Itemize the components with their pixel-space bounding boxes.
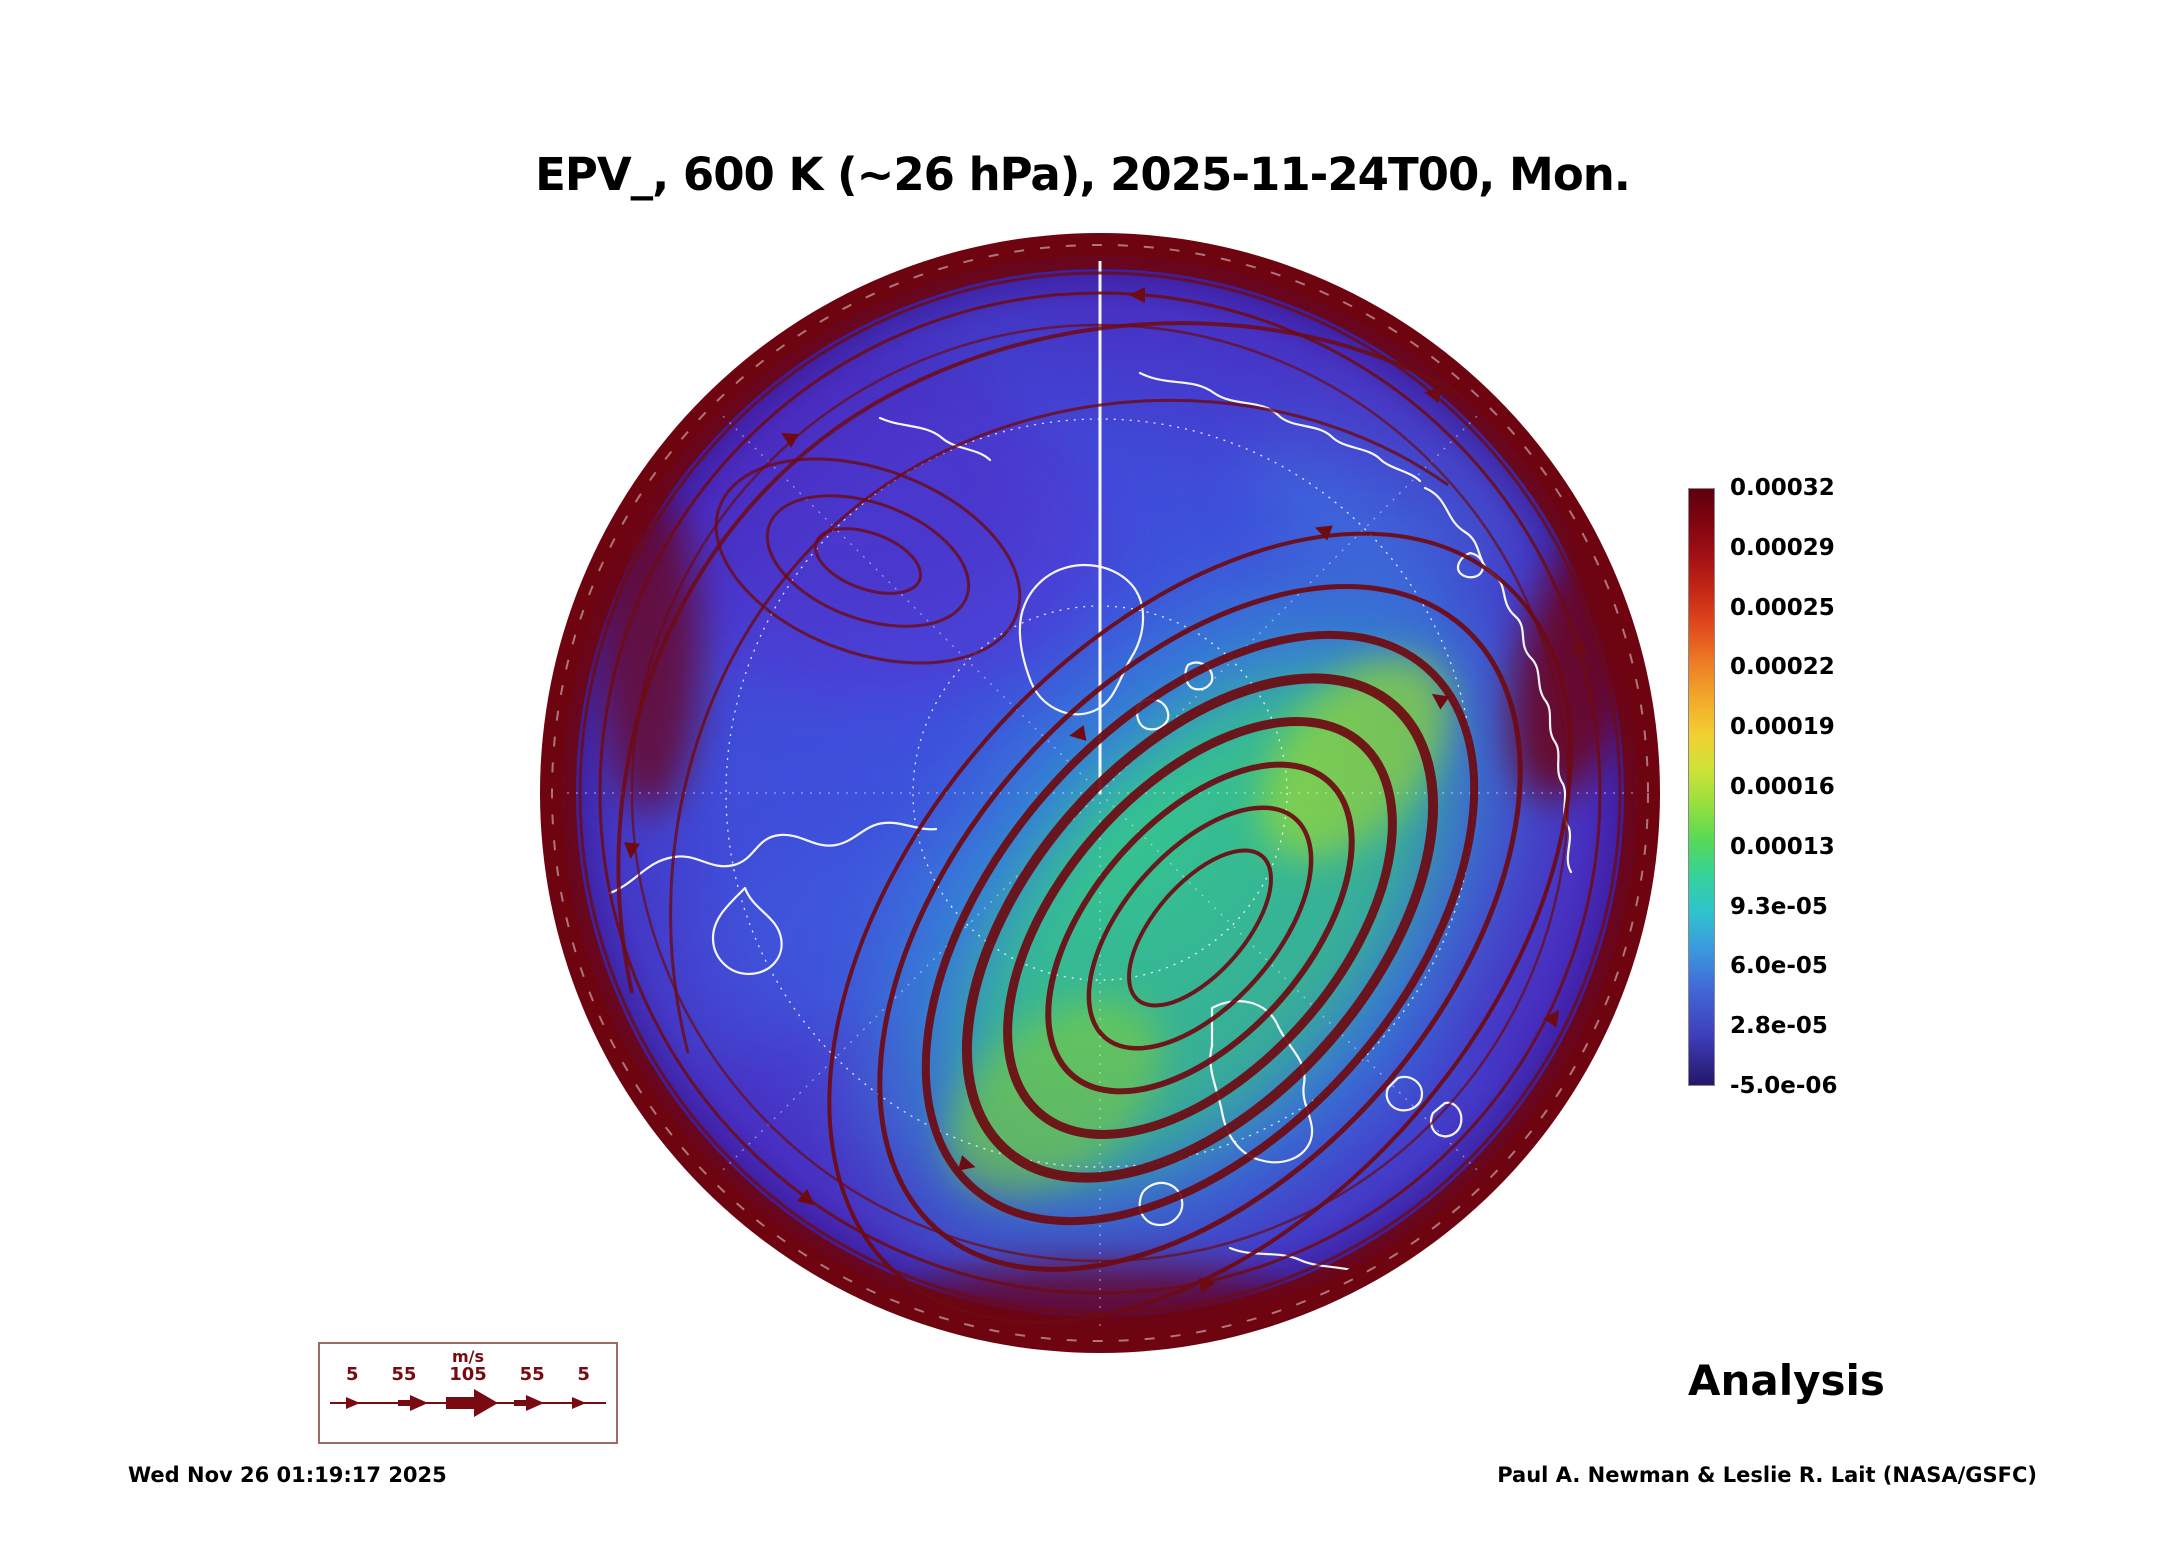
generated-timestamp: Wed Nov 26 01:19:17 2025 [128,1463,447,1487]
rim-graticule-dashes [551,244,1649,1342]
colorbar-tick: -5.0e-06 [1730,1072,1838,1099]
wind-legend-value: 105 [449,1364,487,1385]
polar-map [540,233,1660,1353]
colorbar-tick: 0.00019 [1730,714,1835,741]
wind-speed-legend: m/s 5 55 105 55 5 [318,1342,618,1444]
polar-map-svg [540,233,1660,1353]
wind-legend-arrows [330,1389,606,1417]
colorbar-tick: 6.0e-05 [1730,953,1828,980]
colorbar-ticks: 0.00032 0.00029 0.00025 0.00022 0.00019 … [1730,476,1837,1098]
colorbar-gradient [1688,488,1715,1086]
credit-text: Paul A. Newman & Leslie R. Lait (NASA/GS… [1497,1463,2037,1487]
wind-legend-units: m/s [451,1347,485,1366]
wind-legend-value: 5 [346,1364,359,1385]
colorbar-tick: 0.00032 [1730,475,1835,501]
wind-legend-values: 5 55 105 55 5 [320,1365,616,1385]
outer-streamlines [578,271,1622,1315]
colorbar-tick: 0.00029 [1730,534,1835,561]
wind-legend-value: 55 [391,1364,417,1385]
colorbar-tick: 0.00025 [1730,594,1835,621]
wind-legend-value: 55 [519,1364,545,1385]
colorbar-tick: 0.00022 [1730,654,1835,681]
colorbar-tick: 9.3e-05 [1730,893,1828,920]
colorbar-tick: 0.00016 [1730,773,1835,800]
colorbar-tick: 2.8e-05 [1730,1013,1828,1040]
streamlines [578,271,1622,1325]
analysis-label: Analysis [1688,1356,1885,1405]
figure-title: EPV_, 600 K (~26 hPa), 2025-11-24T00, Mo… [535,148,1631,201]
coastlines [608,371,1573,1290]
vortex-streamlines [827,531,1573,1325]
wind-legend-value: 5 [577,1364,590,1385]
colorbar-tick: 0.00013 [1730,833,1835,860]
